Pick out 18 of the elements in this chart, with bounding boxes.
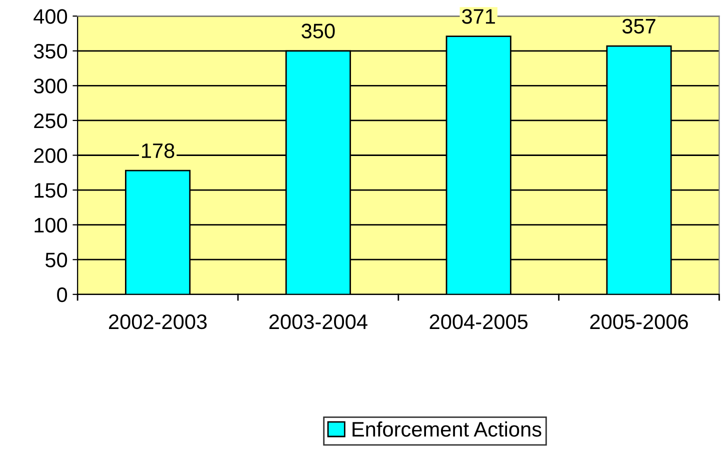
y-tick-label: 300 <box>34 78 68 94</box>
y-tick-label: 50 <box>46 252 68 268</box>
data-label: 357 <box>622 18 656 34</box>
data-label: 350 <box>302 24 335 38</box>
y-tick-label: 150 <box>34 183 68 198</box>
y-tick-label: 350 <box>34 44 68 59</box>
y-tick-label: 0 <box>57 287 68 302</box>
data-label: 371 <box>462 9 495 24</box>
y-tick-label: 100 <box>34 218 68 233</box>
y-tick-label: 400 <box>34 9 68 24</box>
y-tick-label: 200 <box>34 148 68 164</box>
legend-label: Enforcement Actions <box>352 421 542 437</box>
x-tick-label: 2003-2004 <box>269 314 368 330</box>
y-tick-label: 250 <box>34 113 68 128</box>
x-tick-label: 2005-2006 <box>590 314 688 330</box>
data-label: 178 <box>142 143 174 158</box>
x-tick-label: 2002-2003 <box>109 314 207 330</box>
x-tick-label: 2004-2005 <box>430 314 528 330</box>
